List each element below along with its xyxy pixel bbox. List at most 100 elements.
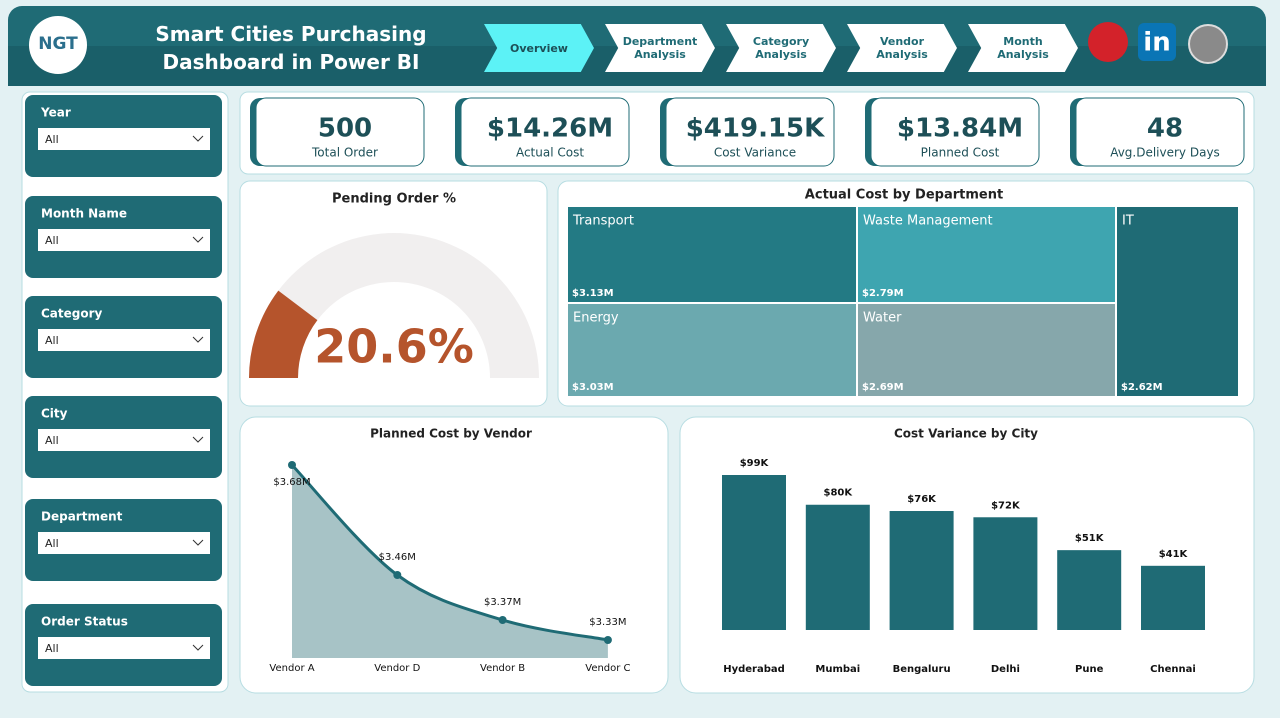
bar <box>889 511 954 630</box>
treemap-cell <box>568 207 856 302</box>
treemap-value: $2.62M <box>1121 382 1163 393</box>
gauge-panel <box>239 180 548 407</box>
chart-title: Planned Cost by Vendor <box>370 427 532 441</box>
bar <box>1057 550 1122 630</box>
bar <box>722 475 786 630</box>
kpi-value: 500 <box>318 114 372 144</box>
x-tick-label: Bengaluru <box>893 664 951 675</box>
slicer-dropdown[interactable] <box>38 532 210 554</box>
slicer-panel <box>21 91 229 693</box>
point <box>288 461 296 469</box>
kpi-card <box>255 97 425 167</box>
treemap-cell <box>568 304 856 396</box>
point <box>393 571 402 579</box>
point <box>603 636 612 644</box>
kpi-card <box>665 97 835 167</box>
slicer-value: All <box>45 434 59 447</box>
area-fill <box>292 465 608 658</box>
x-tick-label: Vendor D <box>374 663 420 674</box>
data-label: $51K <box>1075 533 1105 544</box>
slicer-dropdown[interactable] <box>38 329 210 351</box>
nav-button[interactable]: Category Analysis <box>726 24 836 72</box>
chart-title: Actual Cost by Department <box>805 188 1003 203</box>
bar <box>973 517 1038 630</box>
linkedin-glyph: in <box>1143 28 1170 58</box>
treemap-label: Transport <box>572 214 634 229</box>
slicer-dropdown[interactable] <box>38 637 210 659</box>
gauge-value <box>249 290 318 378</box>
slicer-label: Month Name <box>41 207 127 221</box>
gauge-track <box>249 233 539 378</box>
nav-button[interactable]: Department Analysis <box>605 24 715 72</box>
dropdown-chevron <box>192 644 204 651</box>
slicer-label: Department <box>41 510 123 524</box>
data-label: $3.46M <box>379 552 416 563</box>
slicer-dropdown[interactable] <box>38 429 210 451</box>
dropdown-chevron <box>192 539 204 546</box>
treemap-label: IT <box>1122 214 1134 229</box>
x-tick-label: Pune <box>1075 664 1104 675</box>
treemap-label: Waste Management <box>863 214 993 229</box>
kpi-label: Total Order <box>311 146 378 160</box>
treemap-value: $2.79M <box>862 288 904 299</box>
treemap-cell <box>858 304 1115 396</box>
kpi-label: Cost Variance <box>714 146 796 160</box>
kpi-label: Planned Cost <box>921 146 1000 160</box>
dropdown-chevron <box>192 436 204 443</box>
nav-button[interactable]: Month Analysis <box>968 24 1078 72</box>
chart-title: Pending Order % <box>332 192 456 207</box>
slicer-value: All <box>45 234 59 247</box>
slicer-value: All <box>45 537 59 550</box>
nav-button[interactable]: Overview <box>484 24 594 72</box>
kpi-card <box>460 97 630 167</box>
data-label: $3.33M <box>589 617 626 628</box>
treemap-value: $3.03M <box>572 382 614 393</box>
logo-circle <box>29 16 87 74</box>
dropdown-chevron <box>192 336 204 343</box>
chart-title: Cost Variance by City <box>894 427 1038 441</box>
slicer-label: Year <box>40 106 71 120</box>
x-tick-label: Mumbai <box>815 664 860 675</box>
slicer-dropdown[interactable] <box>38 128 210 150</box>
youtube-icon[interactable] <box>1088 22 1128 62</box>
dropdown-chevron <box>192 236 204 243</box>
gauge-label: 20.6% <box>314 320 474 374</box>
dropdown-chevron <box>192 135 204 142</box>
kpi-label: Actual Cost <box>516 146 584 160</box>
treemap-value: $3.13M <box>572 288 614 299</box>
data-label: $76K <box>907 494 937 505</box>
x-tick-label: Hyderabad <box>723 664 785 675</box>
kpi-card <box>870 97 1040 167</box>
slicer-value: All <box>45 133 59 146</box>
slicer-value: All <box>45 334 59 347</box>
slicer-label: Category <box>41 307 103 321</box>
slicer-dropdown[interactable] <box>38 229 210 251</box>
treemap-value: $2.69M <box>862 382 904 393</box>
nav-button[interactable]: Vendor Analysis <box>847 24 957 72</box>
data-label: $72K <box>991 500 1021 511</box>
data-label: $41K <box>1159 549 1189 560</box>
web-icon[interactable] <box>1188 24 1228 64</box>
data-label: $80K <box>823 488 853 499</box>
bar <box>805 504 870 630</box>
data-label: $3.68M <box>273 477 310 488</box>
x-tick-label: Chennai <box>1150 664 1196 675</box>
treemap-cell <box>1117 207 1238 396</box>
x-tick-label: Vendor B <box>480 663 525 674</box>
linkedin-icon[interactable] <box>1138 23 1176 61</box>
data-label: $3.37M <box>484 597 521 608</box>
logo-text: NGT <box>38 34 78 54</box>
kpi-label: Avg.Delivery Days <box>1110 146 1220 160</box>
kpi-value: $13.84M <box>897 114 1023 144</box>
treemap-label: Energy <box>573 311 619 326</box>
slicer-label: Order Status <box>41 615 128 629</box>
bar <box>1141 565 1205 630</box>
kpi-value: 48 <box>1147 114 1183 144</box>
dashboard-title: Smart Cities Purchasing Dashboard in Pow… <box>155 22 427 74</box>
x-tick-label: Vendor A <box>269 663 314 674</box>
slicer-label: City <box>41 407 68 421</box>
kpi-card <box>1075 97 1245 167</box>
kpi-value: $419.15K <box>686 114 825 144</box>
